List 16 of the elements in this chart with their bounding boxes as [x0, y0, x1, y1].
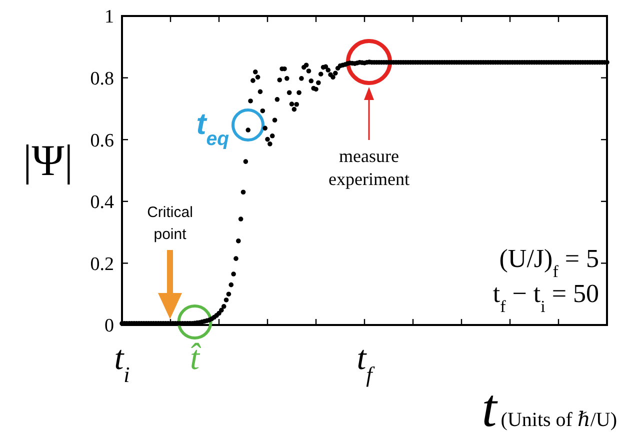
y-tick-label: 0.2: [90, 254, 114, 275]
y-tick-label: 1: [104, 6, 114, 28]
x-tick-label: t$_{i}$: [114, 340, 130, 386]
y-axis-title: |Ψ|: [22, 136, 74, 185]
annotation: t$_{eq}$: [196, 108, 230, 150]
y-tick-label: 0.4: [90, 192, 114, 214]
annotation: Critical point: [147, 204, 193, 243]
x-tick-label: t̂: [190, 340, 202, 377]
y-tick-label: 0.8: [90, 68, 114, 90]
y-tick-label: 0: [104, 316, 114, 337]
x-axis-title: t(Units of ℏ/U): [482, 378, 617, 438]
x-tick-label: t$_{f}$: [356, 340, 376, 386]
annotation: t$_{f}$ − t$_{i}$ = 50: [492, 279, 599, 316]
annotation: (U/J)$_{f}$ = 5: [499, 244, 599, 280]
annotation: measure experiment: [328, 146, 410, 189]
y-tick-label: 0.6: [90, 130, 114, 152]
